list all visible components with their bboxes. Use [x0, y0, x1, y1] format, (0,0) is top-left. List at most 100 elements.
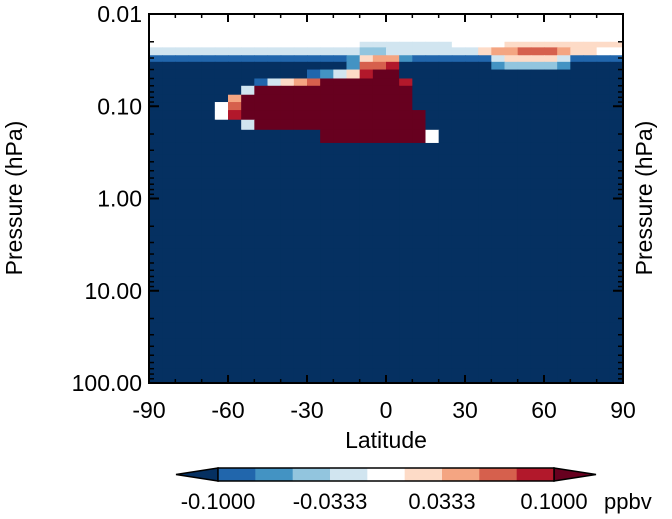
heatmap-cell [570, 85, 585, 96]
heatmap-cell [293, 94, 308, 103]
heatmap-cell [201, 306, 216, 323]
heatmap-cell [386, 219, 400, 236]
colorbar-extend-low [175, 467, 219, 482]
heatmap-cell [386, 290, 400, 308]
heatmap-cell [267, 142, 282, 155]
heatmap-cell [570, 69, 585, 80]
heatmap-cell [425, 154, 440, 168]
heatmap-cell [504, 94, 519, 103]
heatmap-cell [307, 219, 321, 236]
heatmap-cell [583, 69, 598, 80]
heatmap-cell [320, 47, 334, 56]
heatmap-cell [544, 94, 558, 103]
heatmap-cell [293, 78, 308, 87]
heatmap-cell [425, 368, 440, 384]
heatmap-cell [504, 235, 519, 250]
heatmap-cell [412, 306, 427, 323]
heatmap-cell [570, 322, 585, 340]
heatmap-cell [517, 166, 532, 179]
heatmap-cell [188, 119, 203, 131]
heatmap-cell [320, 142, 334, 155]
heatmap-cell [465, 129, 479, 144]
heatmap-cell [175, 355, 190, 370]
heatmap-cell [372, 119, 387, 131]
heatmap-cell [372, 129, 387, 144]
heatmap-cell [609, 338, 624, 356]
heatmap-cell [451, 205, 466, 221]
heatmap-cell [596, 94, 611, 103]
colorbar [175, 467, 597, 482]
heatmap-cell [293, 85, 308, 96]
heatmap-cell [412, 248, 427, 264]
heatmap-cell [451, 41, 466, 48]
heatmap-cell [320, 41, 334, 48]
heatmap-cell [201, 110, 216, 121]
heatmap-cell [267, 322, 282, 340]
heatmap-cell [596, 102, 611, 111]
heatmap-cell [188, 55, 203, 63]
heatmap-cell [557, 322, 571, 340]
heatmap-cell [544, 166, 558, 179]
heatmap-cell [517, 338, 532, 356]
heatmap-cell [267, 61, 282, 71]
heatmap-cell [293, 119, 308, 131]
heatmap-cell [149, 47, 163, 56]
heatmap-cell [333, 219, 348, 236]
heatmap-cell [596, 219, 611, 236]
heatmap-cell [241, 142, 255, 155]
colorbar-swatch [442, 468, 480, 481]
heatmap-cell [372, 110, 387, 121]
heatmap-cell [399, 142, 413, 155]
heatmap-cell [386, 276, 400, 292]
heatmap-cell [609, 306, 624, 323]
heatmap-cell [201, 14, 216, 43]
heatmap-cell [465, 110, 479, 121]
heatmap-cell [465, 248, 479, 264]
heatmap-cell [609, 248, 624, 264]
heatmap-cell [386, 368, 400, 384]
heatmap-cell [149, 205, 163, 221]
heatmap-cell [412, 290, 427, 308]
heatmap-cell [162, 368, 176, 384]
heatmap-cell [162, 94, 176, 103]
heatmap-cell [504, 78, 519, 87]
heatmap-cell [596, 110, 611, 121]
heatmap-cell [583, 262, 598, 278]
heatmap-cell [596, 248, 611, 264]
heatmap-cell [530, 338, 545, 356]
heatmap-cell [293, 322, 308, 340]
heatmap-cell [399, 85, 413, 96]
colorbar-tick-labels: -0.1000 -0.0333 0.0333 0.1000 [181, 489, 588, 514]
heatmap-cell [530, 78, 545, 87]
heatmap-cell [320, 110, 334, 121]
heatmap-cell [307, 235, 321, 250]
heatmap-cell [504, 41, 519, 48]
heatmap-cell [201, 338, 216, 356]
heatmap-cell [320, 102, 334, 111]
heatmap-cell [333, 322, 348, 340]
heatmap-cell [451, 262, 466, 278]
heatmap-cell [149, 85, 163, 96]
heatmap-cell [254, 14, 269, 43]
heatmap-cell [386, 154, 400, 168]
heatmap-cell [175, 14, 190, 43]
heatmap-cell [346, 69, 361, 80]
heatmap-cell [465, 102, 479, 111]
heatmap-cell [399, 154, 413, 168]
heatmap-cell [596, 166, 611, 179]
heatmap-cell [241, 41, 255, 48]
heatmap-cell [478, 235, 492, 250]
heatmap-cell [412, 219, 427, 236]
heatmap-cell [544, 276, 558, 292]
heatmap-cell [465, 47, 479, 56]
heatmap-cell [359, 14, 374, 43]
heatmap-cell [596, 276, 611, 292]
heatmap-cell [293, 14, 308, 43]
heatmap-cell [201, 78, 216, 87]
heatmap-cell [254, 69, 269, 80]
heatmap-cell [333, 189, 348, 207]
heatmap-cell [175, 142, 190, 155]
heatmap-cell [557, 306, 571, 323]
heatmap-cell [307, 189, 321, 207]
heatmap-cell [228, 102, 242, 111]
